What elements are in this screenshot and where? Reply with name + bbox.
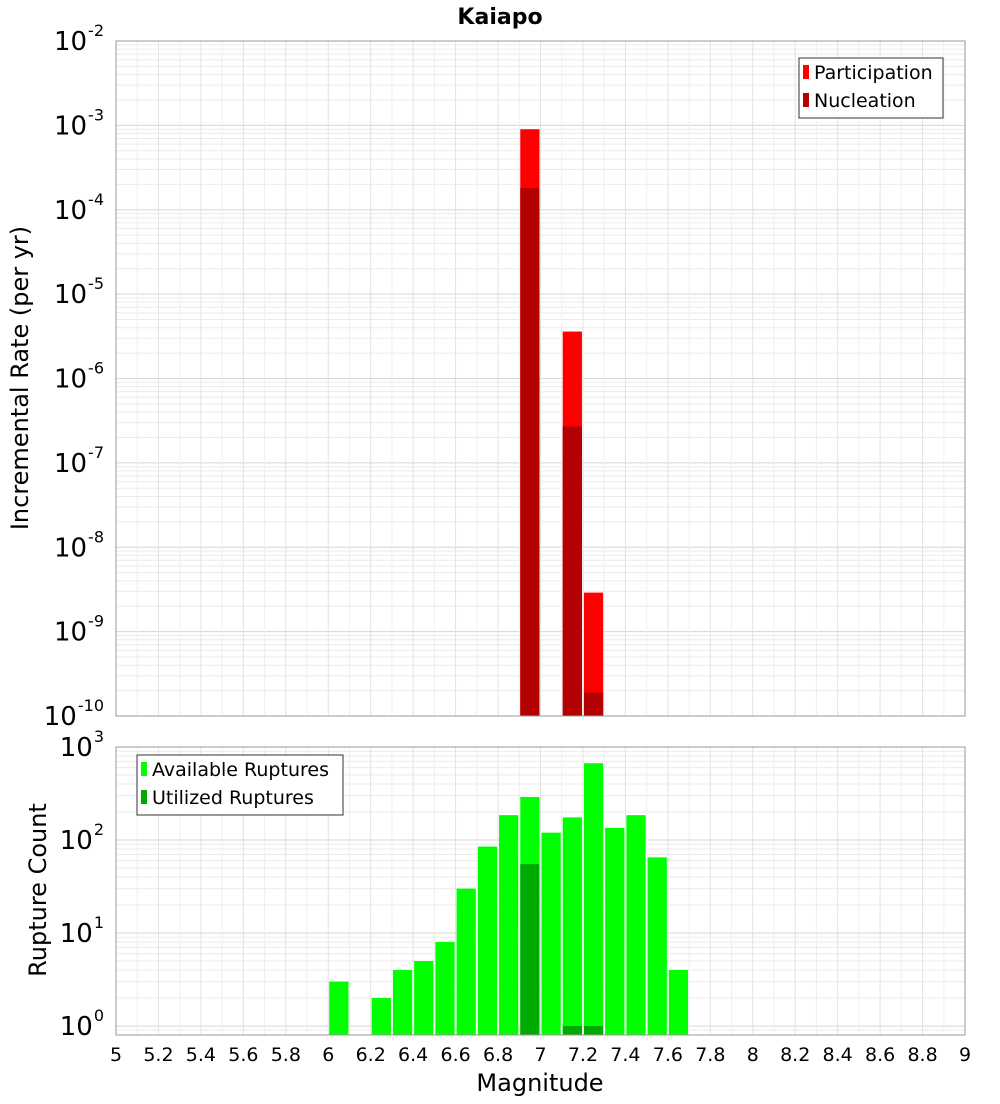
x-tick-label: 5.2 xyxy=(143,1044,173,1066)
bar-s2 xyxy=(583,692,604,716)
bar-s2 xyxy=(583,1025,604,1035)
bar-s1 xyxy=(668,969,689,1035)
y-tick-label: 103 xyxy=(60,727,104,763)
x-tick-label: 8.8 xyxy=(907,1044,937,1066)
y-tick-label: 10-6 xyxy=(54,359,104,395)
legend-label: Available Ruptures xyxy=(152,759,329,781)
x-tick-label: 5.8 xyxy=(271,1044,301,1066)
bar-s1 xyxy=(477,846,498,1035)
x-tick-label: 6.2 xyxy=(356,1044,386,1066)
y-tick-label: 10-8 xyxy=(54,527,104,563)
x-tick-label: 8.6 xyxy=(865,1044,895,1066)
top-y-axis-label: Incremental Rate (per yr) xyxy=(6,226,34,530)
y-tick-label: 10-2 xyxy=(54,21,104,57)
y-tick-label: 10-4 xyxy=(54,190,104,226)
bottom-bars xyxy=(329,763,689,1035)
y-tick-label: 101 xyxy=(60,913,104,949)
bar-s1 xyxy=(435,942,455,1035)
x-tick-label: 8 xyxy=(747,1044,759,1066)
top-bars xyxy=(520,129,604,717)
legend-label: Nucleation xyxy=(814,90,916,112)
top-plot-frame xyxy=(115,40,966,717)
x-tick-labels: 5 5.2 5.4 5.6 5.8 6 6.2 6.4 6.6 6.8 7 7.2 7.4 7.6 7.8 8… xyxy=(110,1044,971,1066)
x-tick-label: 9 xyxy=(959,1044,971,1066)
bar-s1 xyxy=(499,815,519,1035)
bar-s2 xyxy=(562,426,582,716)
bar-s1 xyxy=(414,960,434,1035)
bar-s2 xyxy=(520,188,540,717)
chart-title: Kaiapo xyxy=(457,5,542,30)
x-tick-label: 7 xyxy=(534,1044,546,1066)
bar-s1 xyxy=(583,763,604,1035)
top-y-tick-labels: 10-10 10-9 10-8 10-7 10-6 10-5 10-4 10-3 10-2 xyxy=(44,21,104,732)
legend-swatch xyxy=(803,65,809,79)
bar-s1 xyxy=(562,817,582,1035)
bar-s1 xyxy=(456,888,476,1035)
bottom-y-axis-label: Rupture Count xyxy=(24,803,52,977)
x-tick-label: 5.4 xyxy=(186,1044,216,1066)
bottom-plot-frame xyxy=(115,746,966,1036)
top-grid xyxy=(115,40,966,717)
x-tick-label: 7.8 xyxy=(695,1044,725,1066)
bar-s1 xyxy=(583,592,604,716)
x-tick-label: 5 xyxy=(110,1044,122,1066)
bar-s1 xyxy=(647,857,667,1035)
y-tick-label: 10-3 xyxy=(54,105,104,141)
y-tick-label: 10-5 xyxy=(54,274,104,310)
top-legend: Participation Nucleation xyxy=(798,57,944,119)
bottom-legend: Available Ruptures Utilized Ruptures xyxy=(136,754,344,816)
x-tick-label: 6.4 xyxy=(398,1044,428,1066)
y-tick-label: 10-7 xyxy=(54,443,104,479)
legend-swatch xyxy=(141,762,147,776)
x-tick-label: 6.6 xyxy=(440,1044,470,1066)
bar-s1 xyxy=(605,827,625,1035)
bar-s1 xyxy=(541,832,561,1035)
bar-s1 xyxy=(626,815,646,1035)
bottom-legend-box xyxy=(136,754,344,816)
legend-swatch xyxy=(803,93,809,107)
bar-s1 xyxy=(392,969,413,1035)
legend-label: Utilized Ruptures xyxy=(152,787,314,809)
y-tick-label: 10-9 xyxy=(54,612,104,648)
x-tick-label: 6 xyxy=(322,1044,334,1066)
x-tick-label: 7.2 xyxy=(568,1044,598,1066)
legend-swatch xyxy=(141,790,147,804)
top-legend-box xyxy=(798,57,944,119)
bar-s2 xyxy=(562,1025,582,1035)
x-tick-label: 7.6 xyxy=(653,1044,683,1066)
x-tick-label: 5.6 xyxy=(228,1044,258,1066)
legend-label: Participation xyxy=(814,62,933,84)
x-axis-label: Magnitude xyxy=(476,1069,603,1097)
bar-s1 xyxy=(329,981,349,1035)
x-tick-label: 8.4 xyxy=(823,1044,853,1066)
bottom-y-tick-labels: 100 101 102 103 xyxy=(60,727,104,1042)
bar-s2 xyxy=(520,864,540,1035)
x-tick-label: 6.8 xyxy=(483,1044,513,1066)
y-tick-label: 102 xyxy=(60,820,104,856)
x-tick-label: 8.2 xyxy=(780,1044,810,1066)
bar-s1 xyxy=(371,997,391,1035)
x-tick-label: 7.4 xyxy=(610,1044,640,1066)
y-tick-label: 10-10 xyxy=(44,696,104,732)
y-tick-label: 100 xyxy=(60,1006,104,1042)
